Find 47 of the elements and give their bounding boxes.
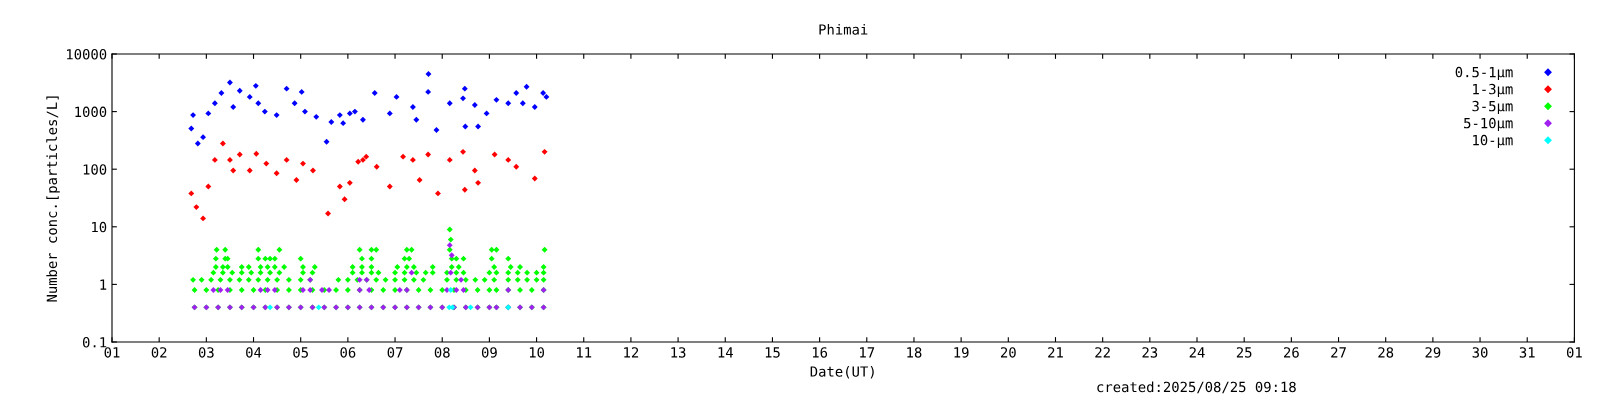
y-tick-label: 1 <box>100 279 107 290</box>
chart-title: Phimai <box>819 24 868 35</box>
x-tick-label: 18 <box>907 347 922 358</box>
legend-label: 3-5μm <box>1472 100 1513 115</box>
x-tick-label: 22 <box>1095 347 1110 358</box>
x-tick-label: 09 <box>481 347 497 358</box>
x-tick-label: 28 <box>1378 347 1394 358</box>
legend-label: 0.5-1μm <box>1455 66 1513 81</box>
y-tick-label: 1000 <box>75 106 107 118</box>
x-tick-label: 16 <box>812 347 828 358</box>
text: created:2025/08/25 09:18 <box>1097 381 1296 394</box>
x-tick-label: 25 <box>1236 347 1252 358</box>
x-tick-label: 10 <box>529 347 545 358</box>
y-axis-title: Number conc.[particles/L] <box>46 96 60 302</box>
y-tick-label: 0.1 <box>82 337 107 348</box>
x-tick-label: 04 <box>246 347 262 358</box>
x-tick-label: 07 <box>387 347 403 358</box>
x-tick-label: 31 <box>1519 347 1535 358</box>
x-tick-label: 02 <box>151 347 167 358</box>
x-tick-label: 30 <box>1472 347 1488 358</box>
x-tick-label: 24 <box>1189 347 1205 358</box>
x-tick-label: 06 <box>340 347 356 358</box>
x-tick-label: 14 <box>718 347 733 358</box>
x-tick-label: 29 <box>1425 347 1441 358</box>
x-tick-label: 01 <box>104 347 120 358</box>
x-tick-label: 20 <box>1000 347 1016 358</box>
x-tick-label: 08 <box>434 347 450 358</box>
x-tick-label: 13 <box>671 347 686 358</box>
x-tick-label: 26 <box>1284 347 1299 358</box>
x-tick-label: 21 <box>1048 347 1063 358</box>
x-tick-label: 15 <box>765 347 780 358</box>
x-tick-label: 01 <box>1566 347 1582 358</box>
x-tick-label: 17 <box>860 347 875 358</box>
x-tick-label: 03 <box>198 347 214 358</box>
x-tick-label: 11 <box>577 347 592 358</box>
x-tick-label: 19 <box>954 347 969 358</box>
x-tick-label: 23 <box>1142 347 1158 358</box>
x-axis-title: Date(UT) <box>810 366 874 379</box>
y-tick-label: 10 <box>92 221 107 233</box>
legend-label: 1-3μm <box>1473 83 1513 98</box>
legend-label: 10-μm <box>1473 134 1513 149</box>
x-tick-label: 05 <box>293 347 308 358</box>
y-tick-label: 100 <box>83 164 107 175</box>
y-tick-label: 10000 <box>67 49 107 60</box>
legend-label: 5-10μm <box>1464 117 1513 132</box>
x-tick-label: 12 <box>624 347 639 358</box>
x-tick-label: 27 <box>1331 347 1346 358</box>
